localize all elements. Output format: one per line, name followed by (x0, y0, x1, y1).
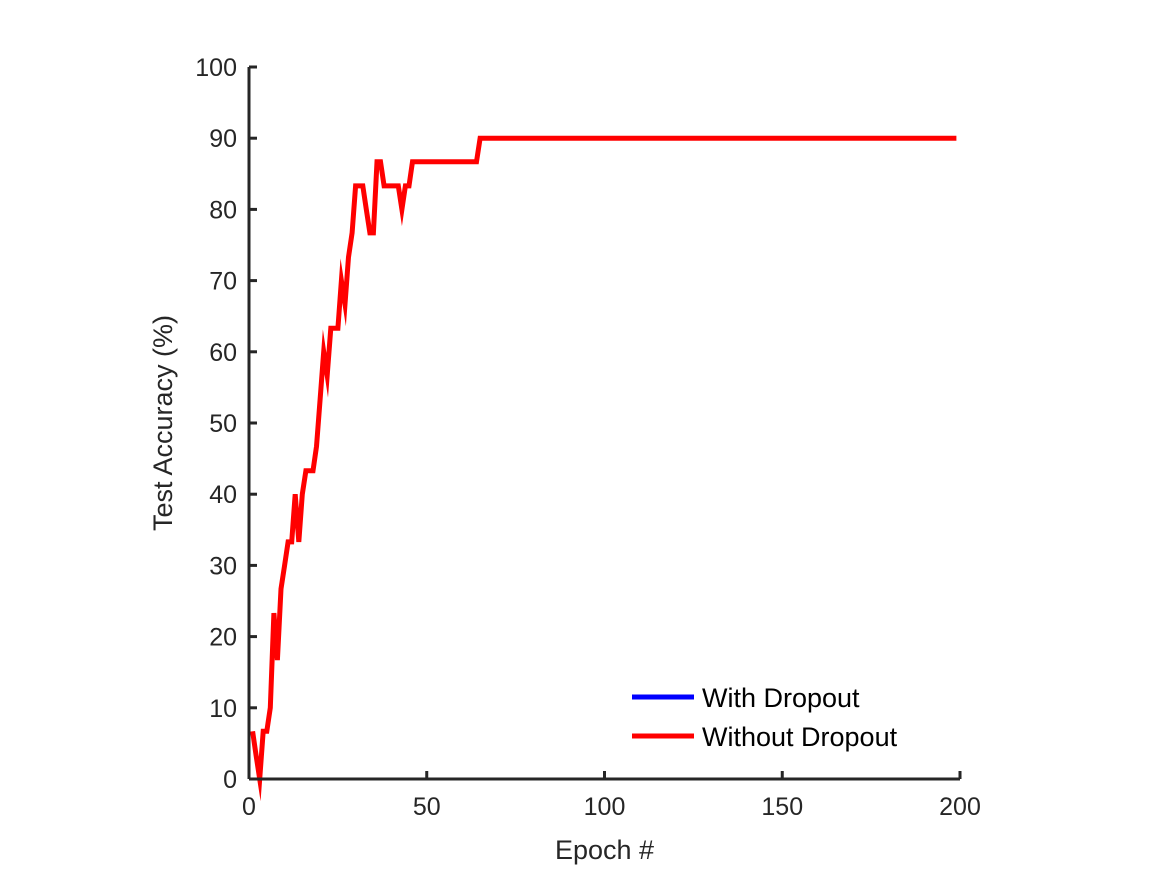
legend: With Dropout Without Dropout (632, 683, 898, 752)
x-tick-label: 0 (242, 793, 256, 821)
y-axis-label: Test Accuracy (%) (148, 315, 178, 531)
legend-label-1: With Dropout (702, 683, 860, 713)
y-tick-label: 10 (209, 695, 237, 723)
legend-label-2: Without Dropout (702, 722, 898, 752)
y-tick-label: 40 (209, 481, 237, 509)
y-tick-label: 0 (223, 766, 237, 794)
y-tick-label: 60 (209, 339, 237, 367)
y-tick-label: 20 (209, 624, 237, 652)
y-tick-label: 80 (209, 196, 237, 224)
series-line-2 (250, 135, 957, 802)
x-tick-label: 150 (761, 793, 803, 821)
y-tick-label: 100 (195, 54, 237, 82)
axes-layer: 0 50 100 150 200 0 10 20 30 40 50 60 70 80 90 100 Epoch … (148, 54, 981, 865)
y-tick-label: 90 (209, 125, 237, 153)
x-tick-label: 200 (939, 793, 981, 821)
x-tick-label: 100 (584, 793, 626, 821)
x-tick-label: 50 (413, 793, 441, 821)
y-tick-label: 70 (209, 268, 237, 296)
y-tick-label: 30 (209, 552, 237, 580)
series-layer (250, 135, 957, 802)
y-tick-label: 50 (209, 410, 237, 438)
x-axis-label: Epoch # (555, 835, 654, 865)
